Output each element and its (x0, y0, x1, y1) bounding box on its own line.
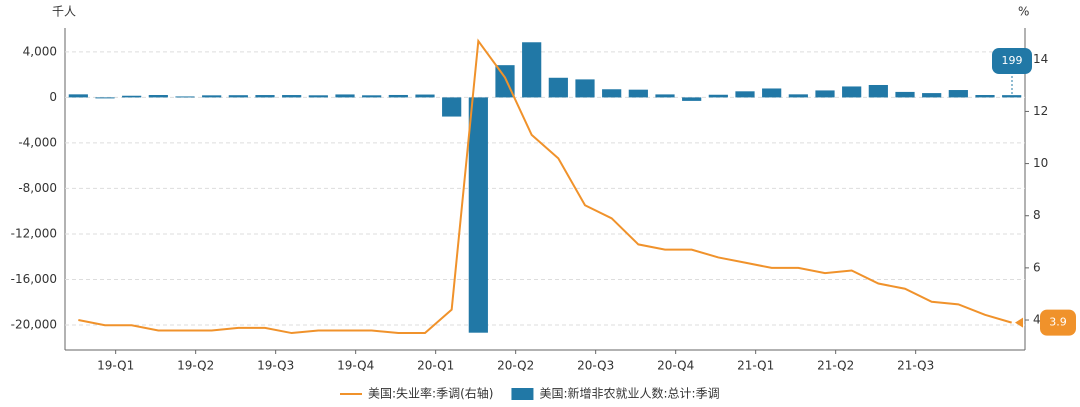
bar (762, 88, 782, 98)
x-tick-label: 19-Q4 (337, 359, 374, 373)
bar (308, 95, 328, 98)
x-tick-label: 20-Q3 (577, 359, 614, 373)
x-tick-label: 20-Q2 (497, 359, 534, 373)
y-tick-label: -16,000 (11, 272, 57, 286)
bar (1002, 95, 1022, 98)
legend-label: 美国:失业率:季调(右轴) (368, 386, 493, 401)
x-tick-label: 21-Q3 (897, 359, 934, 373)
bar (575, 79, 595, 98)
bar (122, 95, 142, 98)
legend-swatch (511, 388, 534, 400)
bar (335, 94, 355, 98)
bar (388, 94, 408, 98)
bar (282, 95, 302, 98)
bar (895, 91, 915, 98)
bar (175, 96, 195, 98)
y-tick-label: -12,000 (11, 226, 57, 240)
y2-tick-label: 12 (1033, 104, 1048, 118)
y2-tick-label: 14 (1033, 52, 1048, 66)
bar (735, 91, 755, 98)
y2-axis-label: % (1018, 5, 1029, 19)
y-tick-label: -20,000 (11, 317, 57, 331)
value-callout: 199 (1002, 54, 1023, 67)
bar (548, 77, 568, 98)
bar (628, 89, 648, 98)
legend-label: 美国:新增非农就业人数:总计:季调 (539, 386, 719, 401)
y2-tick-label: 8 (1033, 208, 1041, 222)
y2-tick-label: 6 (1033, 260, 1041, 274)
value-callout-pointer (1015, 317, 1023, 328)
bar (948, 90, 968, 98)
bar (228, 95, 248, 98)
x-tick-label: 21-Q1 (737, 359, 774, 373)
x-tick-label: 21-Q2 (817, 359, 854, 373)
bar (255, 95, 275, 98)
bar (148, 95, 168, 98)
y-tick-label: -4,000 (18, 135, 57, 149)
bar (708, 94, 728, 98)
line (78, 38, 1012, 335)
y2-tick-label: 4 (1033, 313, 1041, 327)
bar (362, 95, 382, 98)
y-tick-label: 4,000 (23, 44, 57, 58)
bar (442, 97, 462, 117)
bar (68, 94, 88, 98)
bar (815, 90, 835, 98)
y-tick-label: 0 (49, 90, 57, 104)
bar (522, 42, 542, 98)
x-tick-label: 19-Q3 (257, 359, 294, 373)
bar (655, 94, 675, 98)
bar (468, 97, 488, 333)
x-tick-label: 19-Q1 (97, 359, 134, 373)
y-axis-label: 千人 (52, 5, 76, 19)
bar (415, 94, 435, 98)
bar (788, 94, 808, 98)
bar (868, 84, 888, 98)
x-tick-label: 20-Q4 (657, 359, 694, 373)
bar (602, 89, 622, 98)
value-callout: 3.9 (1049, 316, 1067, 329)
bar (975, 95, 995, 98)
x-tick-label: 19-Q2 (177, 359, 214, 373)
x-tick-label: 20-Q1 (417, 359, 454, 373)
bar (682, 97, 702, 101)
bar (842, 86, 862, 98)
bar (202, 95, 222, 98)
value-callout-box (992, 48, 1032, 74)
bar (95, 97, 115, 99)
bar (922, 93, 942, 98)
value-callout-box (1040, 309, 1076, 336)
y2-tick-label: 10 (1033, 156, 1048, 170)
y-tick-label: -8,000 (18, 181, 57, 195)
